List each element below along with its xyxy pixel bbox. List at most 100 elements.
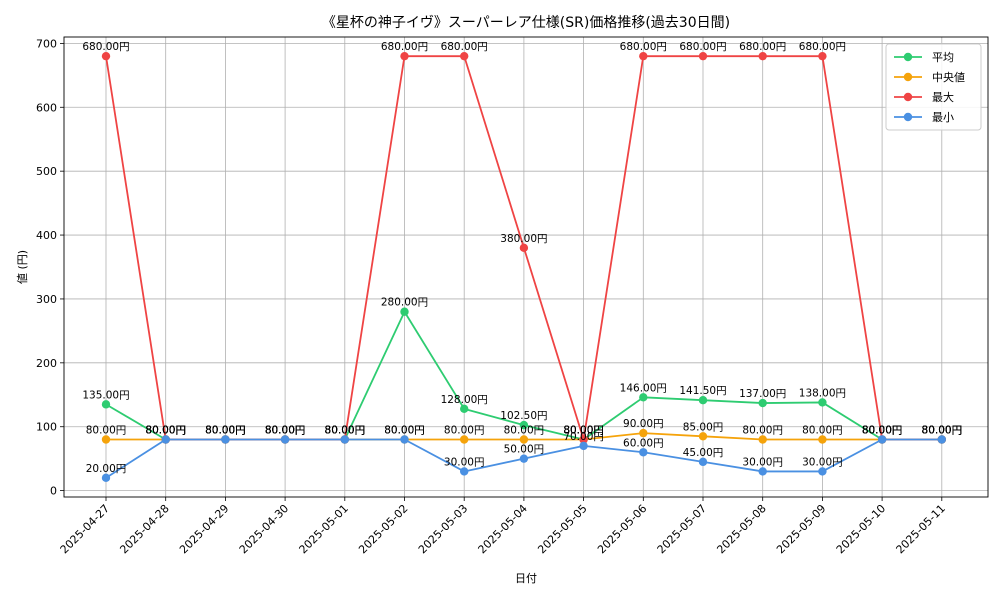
data-point bbox=[460, 435, 469, 444]
legend-marker bbox=[903, 72, 913, 82]
data-point bbox=[758, 51, 767, 61]
data-label: 30.00円 bbox=[802, 456, 843, 468]
data-label: 80.00円 bbox=[325, 425, 366, 437]
x-tick-label: 2025-05-11 bbox=[894, 502, 948, 556]
y-tick-label: 400 bbox=[36, 229, 57, 242]
data-label: 80.00円 bbox=[145, 425, 186, 437]
data-label: 80.00円 bbox=[145, 425, 186, 437]
data-label: 280.00円 bbox=[381, 297, 428, 309]
grid bbox=[64, 37, 988, 497]
data-point bbox=[161, 435, 170, 444]
x-tick-label: 2025-05-08 bbox=[714, 502, 768, 556]
data-label: 80.00円 bbox=[862, 425, 903, 437]
x-tick-label: 2025-05-07 bbox=[655, 502, 709, 556]
x-tick-label: 2025-05-01 bbox=[297, 502, 351, 556]
data-label: 680.00円 bbox=[82, 41, 129, 53]
data-label: 30.00円 bbox=[444, 456, 485, 468]
data-point bbox=[579, 435, 588, 444]
data-point bbox=[340, 435, 349, 444]
x-axis-title: 日付 bbox=[515, 572, 537, 585]
y-tick-label: 700 bbox=[36, 37, 57, 50]
data-label: 680.00円 bbox=[620, 41, 667, 53]
data-point bbox=[400, 307, 409, 316]
data-point bbox=[818, 51, 827, 61]
y-tick-label: 0 bbox=[50, 485, 57, 498]
data-label: 141.50円 bbox=[679, 385, 726, 397]
data-label: 80.00円 bbox=[444, 425, 485, 437]
x-tick-label: 2025-04-28 bbox=[117, 502, 171, 556]
data-label: 80.00円 bbox=[384, 425, 425, 437]
data-label: 80.00円 bbox=[205, 425, 246, 437]
y-tick-label: 600 bbox=[36, 101, 57, 114]
data-label: 680.00円 bbox=[739, 41, 786, 53]
legend-marker bbox=[903, 52, 913, 62]
data-point bbox=[698, 51, 708, 61]
data-point bbox=[519, 435, 529, 444]
data-point bbox=[579, 441, 588, 451]
data-label: 80.00円 bbox=[145, 425, 186, 437]
x-tick-label: 2025-04-27 bbox=[58, 502, 112, 556]
x-tick-label: 2025-05-05 bbox=[535, 502, 589, 556]
data-label: 80.00円 bbox=[504, 425, 545, 437]
data-label: 80.00円 bbox=[265, 425, 306, 437]
x-tick-label: 2025-05-10 bbox=[834, 502, 888, 556]
data-point bbox=[280, 435, 290, 444]
data-point bbox=[400, 51, 409, 61]
data-point bbox=[519, 243, 529, 253]
data-label: 50.00円 bbox=[504, 444, 545, 456]
data-point bbox=[519, 454, 529, 463]
data-label: 45.00円 bbox=[683, 447, 724, 459]
y-tick-label: 300 bbox=[36, 293, 57, 306]
legend-label: 中央値 bbox=[932, 71, 965, 84]
data-point bbox=[818, 467, 827, 476]
data-label: 80.00円 bbox=[563, 425, 604, 437]
x-tick-label: 2025-04-30 bbox=[237, 502, 291, 556]
data-label: 80.00円 bbox=[802, 425, 843, 437]
data-label: 80.00円 bbox=[325, 425, 366, 437]
data-label: 80.00円 bbox=[563, 425, 604, 437]
series-4 bbox=[101, 435, 946, 483]
y-axis-title: 値 (円) bbox=[16, 250, 29, 284]
data-point bbox=[758, 467, 767, 476]
data-point bbox=[818, 435, 827, 444]
data-label: 90.00円 bbox=[623, 418, 664, 430]
data-label: 80.00円 bbox=[265, 425, 306, 437]
data-label: 80.00円 bbox=[862, 425, 903, 437]
legend-label: 最大 bbox=[932, 90, 954, 104]
data-label: 70.00円 bbox=[563, 431, 604, 443]
legend-marker bbox=[903, 92, 913, 102]
legend-label: 最小 bbox=[932, 111, 954, 124]
data-point bbox=[698, 432, 708, 441]
x-tick-label: 2025-05-02 bbox=[356, 502, 410, 556]
data-label: 102.50円 bbox=[500, 410, 547, 422]
data-point bbox=[639, 51, 648, 61]
data-point bbox=[101, 435, 111, 444]
x-tick-label: 2025-05-03 bbox=[416, 502, 470, 556]
x-tick-label: 2025-05-09 bbox=[774, 502, 828, 556]
data-label: 80.00円 bbox=[563, 425, 604, 437]
y-tick-label: 500 bbox=[36, 165, 57, 178]
data-label: 80.00円 bbox=[922, 425, 963, 437]
data-label: 80.00円 bbox=[265, 425, 306, 437]
data-label: 146.00円 bbox=[620, 382, 667, 394]
data-point bbox=[818, 398, 827, 407]
data-label: 85.00円 bbox=[683, 421, 724, 433]
data-label: 80.00円 bbox=[922, 425, 963, 437]
data-point bbox=[639, 448, 648, 457]
legend-item-2: 中央値 bbox=[894, 71, 965, 84]
data-label: 80.00円 bbox=[325, 425, 366, 437]
data-point bbox=[460, 51, 469, 61]
data-label: 137.00円 bbox=[739, 388, 786, 400]
data-label: 30.00円 bbox=[742, 456, 783, 468]
data-label: 680.00円 bbox=[679, 41, 726, 53]
data-label: 135.00円 bbox=[82, 389, 129, 401]
data-label: 20.00円 bbox=[86, 463, 127, 475]
data-point bbox=[877, 435, 887, 444]
legend-item-4: 最小 bbox=[894, 111, 954, 124]
data-label: 80.00円 bbox=[205, 425, 246, 437]
data-point bbox=[101, 473, 111, 483]
